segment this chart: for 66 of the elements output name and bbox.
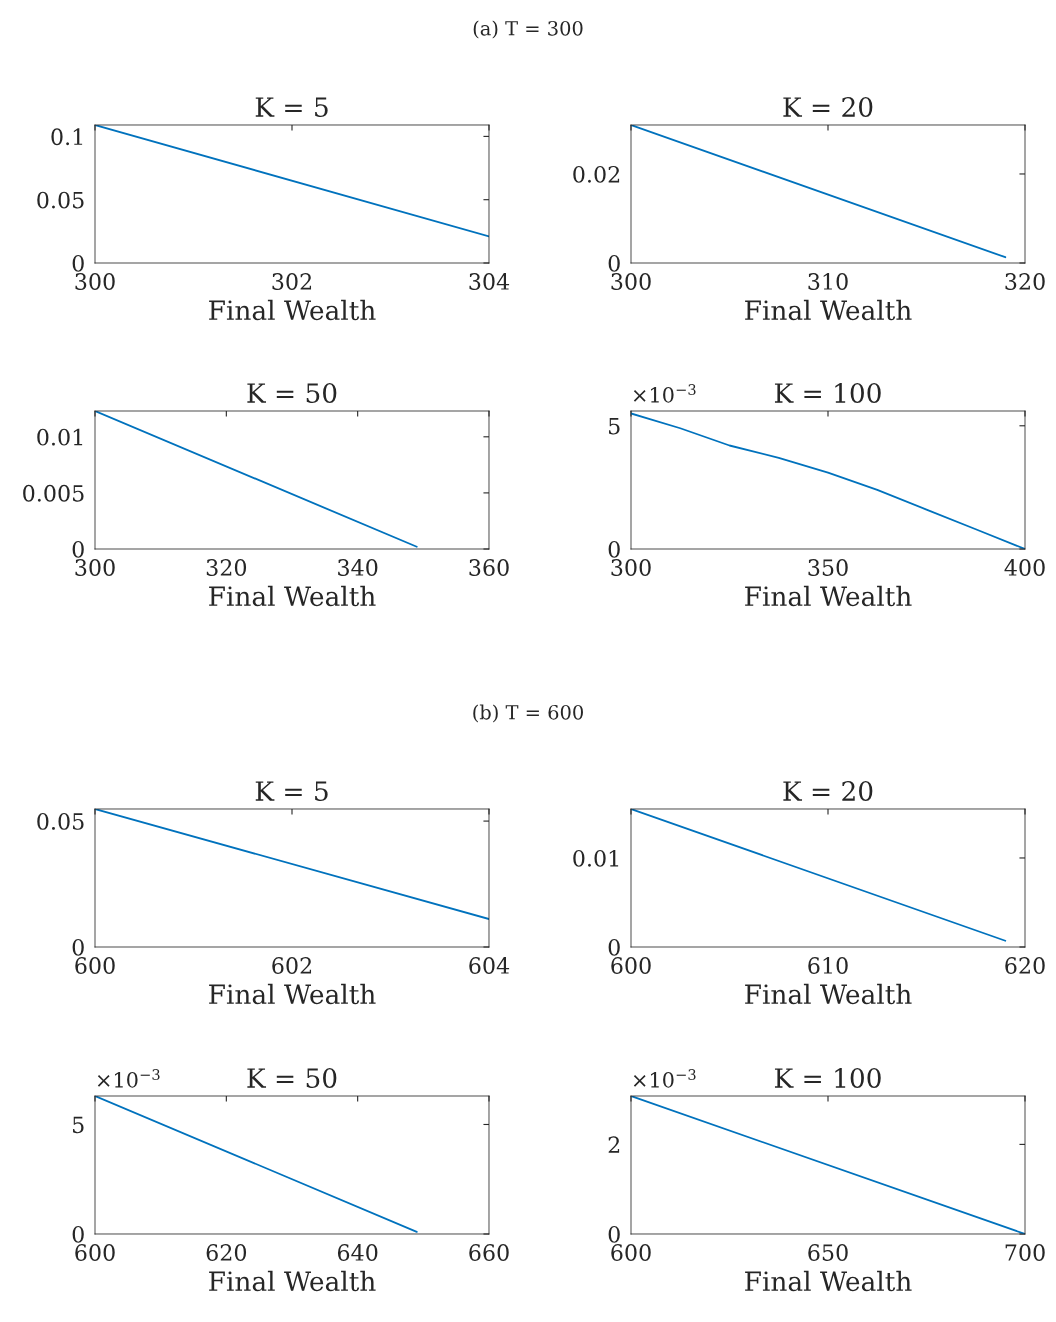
x-tick-label: 300 [75, 273, 115, 290]
x-tick-label: 600 [75, 957, 115, 974]
x-tick-label: 340 [338, 559, 378, 576]
y-tick-label: 0 [72, 540, 84, 558]
y-tick-label: 0 [72, 254, 84, 272]
x-tick-label: 620 [1005, 957, 1045, 974]
x-tick-label: 650 [808, 1244, 848, 1261]
y-tick-label: 0 [608, 938, 620, 956]
y-tick-label: 0.02 [573, 165, 620, 183]
x-tick-label: 600 [611, 1244, 651, 1261]
x-axis-title: Final Wealth [745, 585, 912, 607]
chart-title: K = 50 [247, 383, 337, 404]
y-tick-label: 0.1 [51, 128, 83, 146]
chart-title: K = 5 [255, 781, 328, 802]
x-tick-label: 400 [1004, 559, 1045, 576]
x-axis-title: Final Wealth [209, 1270, 376, 1292]
chart-title: K = 50 [247, 1068, 337, 1089]
text: ×10$^{−3}$ [633, 383, 696, 403]
x-tick-label: 320 [1005, 273, 1045, 290]
y-tick-label: 0.01 [573, 849, 619, 867]
x-tick-label: 660 [469, 1244, 509, 1261]
chart-title: K = 20 [783, 781, 873, 802]
text: (b) T = 600 [473, 704, 583, 723]
x-tick-label: 610 [808, 957, 848, 974]
x-tick-label: 640 [337, 1244, 378, 1261]
x-tick-label: 360 [469, 559, 509, 576]
y-tick-label: 0.05 [37, 813, 84, 830]
x-tick-label: 302 [272, 273, 312, 290]
text: ×10$^{−3}$ [97, 1068, 160, 1088]
chart-title: K = 100 [774, 383, 881, 404]
y-tick-label: 0 [72, 938, 84, 956]
y-tick-label: 0.05 [37, 191, 84, 209]
x-axis-title: Final Wealth [745, 299, 912, 321]
y-tick-label: 2 [608, 1136, 620, 1153]
x-tick-label: 602 [272, 957, 312, 974]
y-tick-label: 0 [608, 1225, 620, 1243]
x-tick-label: 620 [206, 1244, 247, 1261]
x-tick-label: 600 [611, 957, 651, 974]
x-axis-title: Final Wealth [209, 299, 376, 321]
x-tick-label: 700 [1005, 1244, 1045, 1261]
y-tick-label: 0.01 [37, 428, 83, 446]
x-tick-label: 300 [611, 559, 651, 576]
text: (a) T = 300 [473, 20, 583, 39]
x-axis-title: Final Wealth [209, 983, 376, 1005]
x-tick-label: 600 [75, 1244, 115, 1261]
y-tick-label: 0 [608, 540, 620, 558]
x-tick-label: 604 [469, 957, 510, 974]
x-tick-label: 300 [611, 273, 651, 290]
y-tick-label: 0.005 [23, 484, 84, 502]
x-tick-label: 310 [808, 273, 848, 290]
x-tick-label: 320 [206, 559, 247, 576]
x-tick-label: 300 [75, 559, 115, 576]
text: ×10$^{−3}$ [633, 1068, 696, 1088]
y-tick-label: 0 [608, 254, 620, 272]
x-tick-label: 350 [808, 559, 848, 576]
x-tick-label: 304 [469, 273, 510, 290]
chart-title: K = 20 [783, 97, 873, 118]
y-tick-label: 0 [72, 1225, 84, 1243]
x-axis-title: Final Wealth [209, 585, 376, 607]
chart-title: K = 5 [255, 97, 328, 118]
line-series [631, 412, 1025, 549]
x-axis-title: Final Wealth [745, 983, 912, 1005]
y-tick-label: 5 [609, 418, 620, 435]
x-axis-title: Final Wealth [745, 1270, 912, 1292]
chart-title: K = 100 [774, 1068, 881, 1089]
y-tick-label: 5 [73, 1116, 84, 1134]
